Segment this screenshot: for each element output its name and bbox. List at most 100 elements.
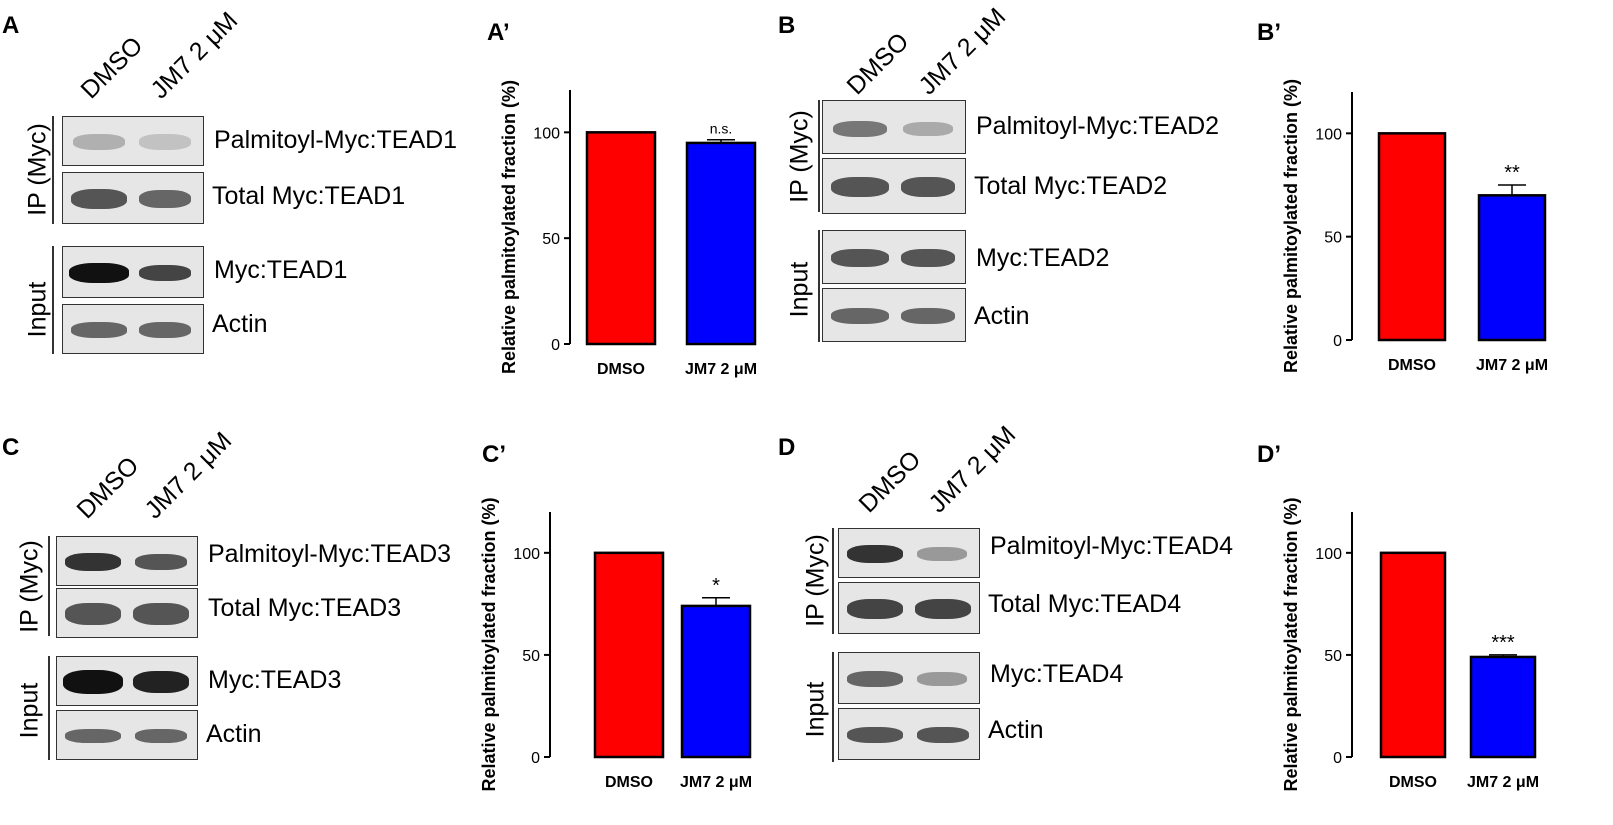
band: [831, 177, 889, 197]
band-label: Myc:TEAD3: [208, 666, 342, 694]
band: [139, 134, 191, 150]
y-tick-label: 100: [513, 546, 540, 563]
blot-strip: [838, 582, 980, 634]
x-tick-label: JM7 2 μM: [680, 774, 752, 791]
blot-strip: [838, 652, 980, 704]
band: [917, 672, 967, 686]
panel-letter: D’: [1257, 441, 1281, 468]
group-label-input: Input: [801, 681, 830, 738]
bar-chart-d-prime: D’ Relative palmitoylated fraction (%) 0 50…: [1257, 441, 1539, 792]
band: [903, 122, 953, 136]
band: [135, 729, 187, 743]
x-tick-label: JM7 2 μM: [1476, 357, 1548, 374]
band: [139, 265, 191, 281]
y-tick-label: 50: [542, 231, 560, 248]
bar: [1469, 655, 1537, 759]
lane-label-dmso: DMSO: [75, 31, 149, 105]
band: [915, 599, 971, 619]
band: [135, 554, 187, 570]
significance-label: *: [712, 575, 720, 597]
y-tick-label: 0: [531, 750, 540, 767]
y-tick-label: 100: [1315, 546, 1342, 563]
y-tick-label: 50: [1324, 230, 1342, 247]
band: [71, 189, 127, 209]
blot-strip: [822, 100, 966, 154]
group-label-input: Input: [15, 682, 44, 739]
band-label: Total Myc:TEAD3: [208, 594, 402, 622]
y-tick-label: 0: [1333, 750, 1342, 767]
band-label: Total Myc:TEAD4: [988, 590, 1182, 618]
band: [133, 603, 189, 625]
y-tick-label: 50: [522, 648, 540, 665]
x-tick-label: JM7 2 μM: [685, 361, 757, 378]
band-label: Myc:TEAD2: [976, 244, 1110, 272]
panel-letter: D: [778, 434, 796, 461]
panel-letter: A: [2, 12, 20, 39]
band: [833, 121, 887, 137]
panel-letter: B: [778, 12, 796, 39]
bar: [585, 131, 657, 346]
band: [847, 545, 903, 563]
lane-label-jm7: JM7 2 μM: [913, 2, 1012, 101]
blot-strip: [62, 172, 204, 224]
blot-strip: [62, 304, 204, 354]
band: [847, 727, 903, 743]
bar: [685, 141, 757, 346]
bar: [1377, 132, 1447, 342]
panel-letter: C: [2, 434, 20, 461]
y-tick-label: 100: [1315, 126, 1342, 143]
x-tick-label: JM7 2 μM: [1467, 774, 1539, 791]
x-tick-label: DMSO: [1389, 774, 1437, 791]
band-label: Palmitoyl-Myc:TEAD4: [990, 532, 1234, 560]
band-label: Palmitoyl-Myc:TEAD1: [214, 126, 458, 154]
group-bracket: [832, 528, 834, 634]
blot-strip: [56, 588, 198, 638]
bar-chart-a-prime: A’ Relative palmitoylated fraction (%) 0 50…: [487, 19, 757, 378]
band: [831, 249, 889, 267]
band: [71, 322, 127, 338]
band-label: Total Myc:TEAD2: [974, 172, 1168, 200]
group-label-ip: IP (Myc): [15, 540, 44, 633]
band: [901, 249, 955, 267]
bar: [680, 604, 752, 759]
band: [65, 603, 121, 625]
band: [73, 134, 125, 150]
bar: [1379, 551, 1447, 759]
band-label: Palmitoyl-Myc:TEAD2: [976, 112, 1220, 140]
group-label-ip: IP (Myc): [785, 110, 814, 203]
band: [901, 308, 955, 324]
panel-letter: B’: [1257, 19, 1281, 46]
band-label: Total Myc:TEAD1: [212, 182, 406, 210]
blot-strip: [56, 536, 198, 586]
group-bracket: [832, 652, 834, 762]
blot-strip: [62, 246, 204, 298]
y-axis-label: Relative palmitoylated fraction (%): [499, 80, 519, 374]
group-bracket: [48, 656, 50, 760]
y-tick-label: 50: [1324, 648, 1342, 665]
y-tick-label: 0: [551, 337, 560, 354]
blot-strip: [822, 230, 966, 284]
group-bracket: [52, 116, 54, 224]
band-label: Actin: [988, 716, 1044, 744]
panel-letter: C’: [482, 441, 506, 468]
blot-strip: [822, 288, 966, 342]
band-label: Palmitoyl-Myc:TEAD3: [208, 540, 452, 568]
y-tick-label: 0: [1333, 333, 1342, 350]
x-tick-label: DMSO: [605, 774, 653, 791]
lane-label-jm7: JM7 2 μM: [145, 6, 244, 105]
significance-label: ***: [1491, 632, 1515, 654]
group-label-ip: IP (Myc): [801, 534, 830, 627]
band: [139, 322, 191, 338]
significance-label: n.s.: [710, 121, 733, 137]
band: [65, 553, 121, 571]
group-bracket: [48, 536, 50, 636]
lane-label-dmso: DMSO: [853, 445, 927, 519]
panel-letter: A’: [487, 19, 510, 46]
lane-label-dmso: DMSO: [841, 27, 915, 101]
blot-strip: [822, 158, 966, 214]
bar: [1477, 194, 1547, 342]
y-tick-label: 100: [533, 125, 560, 142]
group-bracket: [818, 230, 820, 342]
band: [139, 190, 191, 208]
band-label: Actin: [974, 302, 1030, 330]
